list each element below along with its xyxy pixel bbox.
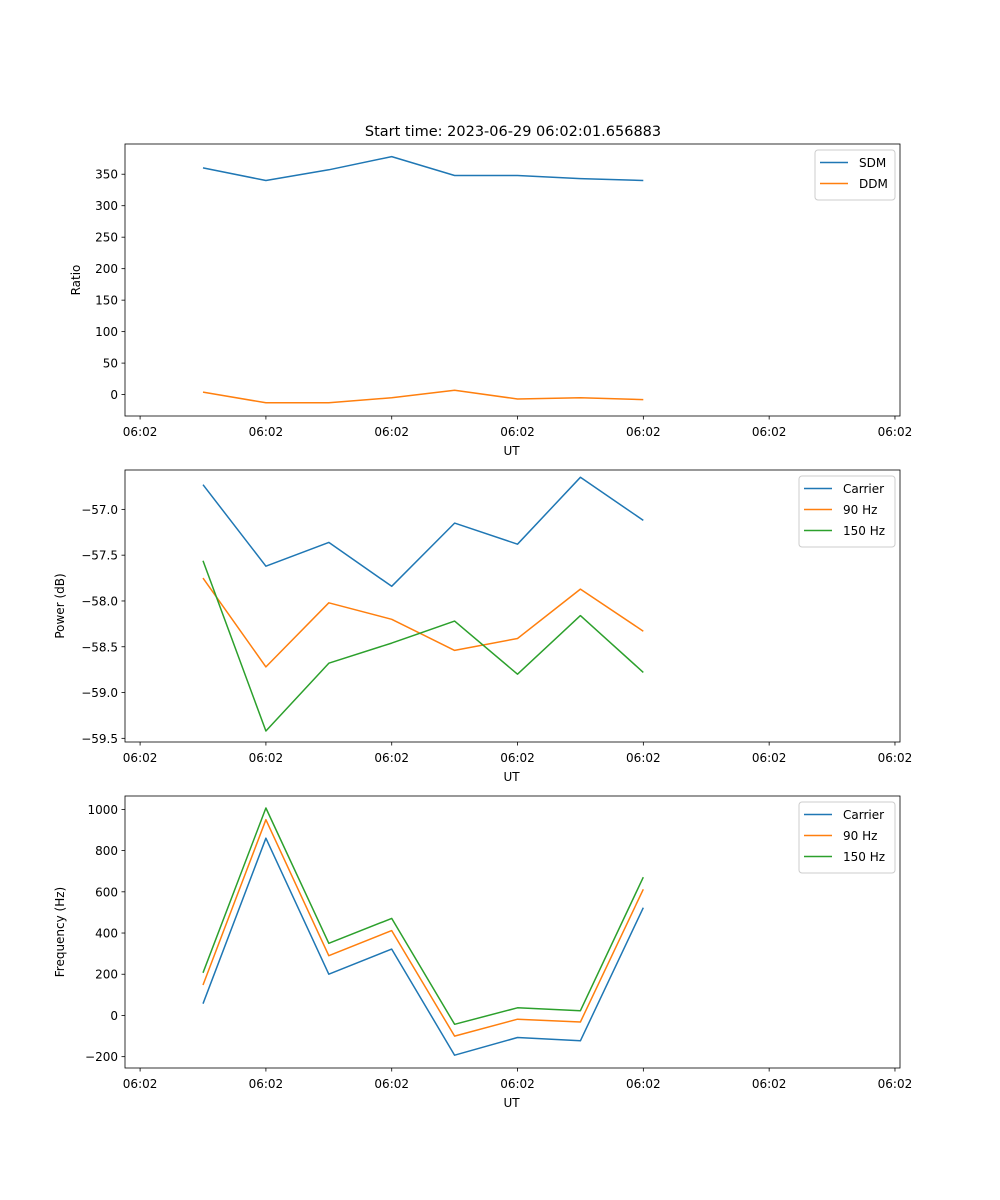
x-tick-label: 06:02 [123, 751, 158, 765]
y-tick-label: 1000 [87, 803, 118, 817]
y-tick-label: 50 [103, 357, 118, 371]
y-tick-label: 150 [95, 294, 118, 308]
x-tick-label: 06:02 [500, 751, 535, 765]
x-tick-label: 06:02 [626, 1077, 661, 1091]
series-line-ddm [202, 389, 644, 404]
y-tick-label: 100 [95, 325, 118, 339]
x-tick-label: 06:02 [374, 751, 409, 765]
x-tick-label: 06:02 [626, 751, 661, 765]
x-tick-label: 06:02 [249, 751, 284, 765]
x-tick-label: 06:02 [752, 751, 787, 765]
x-tick-label: 06:02 [374, 1077, 409, 1091]
axes-frame [124, 795, 901, 1069]
x-tick-label: 06:02 [500, 1077, 535, 1091]
y-tick-label: 0 [110, 388, 118, 402]
legend-entry: 90 Hz [843, 503, 877, 517]
legend-entry: 150 Hz [843, 850, 885, 864]
x-tick-label: 06:02 [752, 1077, 787, 1091]
x-tick-label: 06:02 [500, 425, 535, 439]
y-tick-label: 600 [95, 885, 118, 899]
axes-frame [124, 469, 901, 743]
y-axis-label: Power (dB) [53, 573, 67, 638]
x-tick-label: 06:02 [374, 425, 409, 439]
x-axis-label: UT [503, 770, 520, 784]
y-tick-label: 300 [95, 199, 118, 213]
x-tick-label: 06:02 [878, 1077, 913, 1091]
series-line-150-hz [202, 807, 644, 1026]
legend-entry: Carrier [843, 808, 884, 822]
y-tick-label: −57.5 [81, 549, 118, 563]
series-line-90-hz [202, 577, 644, 668]
series-line-carrier [202, 476, 644, 588]
x-tick-label: 06:02 [249, 425, 284, 439]
legend-box [798, 475, 896, 548]
series-line-carrier [202, 837, 644, 1056]
x-axis-label: UT [503, 1096, 520, 1110]
x-tick-label: 06:02 [123, 1077, 158, 1091]
y-tick-label: −58.5 [81, 640, 118, 654]
legend-entry: 150 Hz [843, 524, 885, 538]
axes-frame [124, 143, 901, 417]
chart-panel-1: 06:0206:0206:0206:0206:0206:0206:0206:03… [69, 143, 913, 458]
legend-box [798, 801, 896, 874]
y-tick-label: 350 [95, 168, 118, 182]
figure-title: Start time: 2023-06-29 06:02:01.656883 [365, 124, 661, 140]
x-tick-label: 06:02 [878, 751, 913, 765]
y-tick-label: 400 [95, 927, 118, 941]
chart-panels: 06:0206:0206:0206:0206:0206:0206:0206:03… [53, 143, 913, 1110]
x-axis-label: UT [503, 444, 520, 458]
y-tick-label: 250 [95, 231, 118, 245]
legend-entry: 90 Hz [843, 829, 877, 843]
y-tick-label: 200 [95, 968, 118, 982]
y-tick-label: 200 [95, 262, 118, 276]
chart-panel-2: 06:0206:0206:0206:0206:0206:0206:0206:03… [53, 469, 913, 784]
y-axis-label: Ratio [69, 265, 83, 296]
y-tick-label: −59.0 [81, 686, 118, 700]
x-tick-label: 06:02 [752, 425, 787, 439]
y-tick-label: −58.0 [81, 594, 118, 608]
x-tick-label: 06:02 [878, 425, 913, 439]
y-tick-label: 0 [110, 1009, 118, 1023]
legend-entry: DDM [859, 177, 888, 191]
y-tick-label: 800 [95, 844, 118, 858]
legend-entry: SDM [859, 156, 886, 170]
series-line-sdm [202, 155, 644, 182]
series-line-150-hz [202, 560, 644, 732]
y-tick-label: −200 [85, 1050, 118, 1064]
legend-entry: Carrier [843, 482, 884, 496]
x-tick-label: 06:02 [123, 425, 158, 439]
chart-panel-3: 06:0206:0206:0206:0206:0206:0206:0206:03… [53, 795, 913, 1110]
x-tick-label: 06:02 [626, 425, 661, 439]
series-line-90-hz [202, 818, 644, 1037]
x-tick-label: 06:02 [249, 1077, 284, 1091]
y-axis-label: Frequency (Hz) [53, 887, 67, 978]
y-tick-label: −59.5 [81, 732, 118, 746]
y-tick-label: −57.0 [81, 503, 118, 517]
